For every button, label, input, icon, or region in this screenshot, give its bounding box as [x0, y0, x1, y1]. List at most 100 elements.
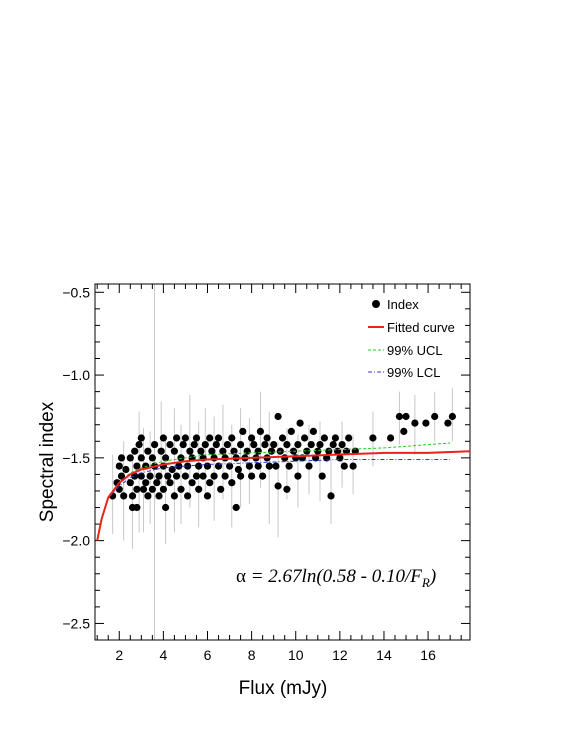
data-point — [281, 454, 289, 462]
data-point — [195, 462, 203, 470]
data-point — [137, 434, 145, 442]
data-point — [254, 462, 262, 470]
y-tick-label: −1.0 — [62, 367, 90, 383]
data-point — [120, 492, 128, 500]
data-point — [318, 472, 326, 480]
x-tick-label: 16 — [420, 647, 436, 663]
data-point — [226, 462, 234, 470]
data-point — [201, 441, 209, 449]
data-point — [261, 441, 269, 449]
data-point — [296, 419, 304, 427]
data-point — [303, 447, 311, 455]
data-point — [214, 434, 223, 442]
data-point — [448, 412, 456, 421]
data-point — [265, 462, 273, 470]
data-point — [208, 447, 216, 455]
data-point — [144, 492, 152, 500]
data-point — [184, 462, 192, 470]
data-point — [181, 434, 189, 442]
data-point — [195, 485, 203, 493]
data-point — [327, 492, 335, 500]
data-point — [126, 454, 134, 462]
data-point — [210, 454, 218, 462]
data-point — [139, 485, 148, 493]
data-point — [117, 454, 126, 462]
data-point — [228, 434, 236, 442]
data-point — [278, 434, 287, 442]
data-point — [221, 472, 229, 480]
data-point — [320, 434, 328, 442]
data-point — [126, 479, 134, 487]
data-point — [217, 485, 225, 493]
data-point — [270, 441, 278, 449]
data-point — [197, 447, 205, 455]
data-point — [170, 492, 178, 500]
data-point — [203, 462, 212, 470]
data-point — [309, 427, 317, 435]
data-point — [369, 434, 377, 442]
data-point — [274, 482, 282, 490]
legend-label-index: Index — [387, 297, 419, 312]
data-point — [245, 462, 253, 470]
data-point — [170, 447, 178, 455]
data-point — [190, 441, 198, 449]
data-point — [219, 447, 227, 455]
ucl-line — [110, 442, 451, 495]
data-point — [153, 479, 161, 487]
data-point — [175, 462, 183, 470]
x-tick-label: 6 — [204, 647, 212, 663]
data-point — [237, 472, 245, 480]
x-tick-label: 12 — [332, 647, 348, 663]
data-point — [263, 434, 271, 442]
data-point — [133, 485, 141, 493]
data-point — [248, 434, 256, 442]
data-point — [137, 472, 145, 480]
data-point — [133, 462, 141, 470]
data-point — [331, 434, 339, 442]
data-point — [274, 412, 282, 421]
data-point — [338, 441, 346, 449]
data-point — [203, 492, 212, 500]
data-point — [210, 472, 218, 480]
data-point — [131, 447, 139, 455]
data-point — [212, 441, 220, 449]
data-point — [148, 485, 156, 493]
data-point — [159, 434, 167, 442]
data-point — [223, 441, 231, 449]
data-point — [177, 485, 185, 493]
data-point — [146, 472, 154, 480]
data-point — [173, 472, 181, 480]
data-point — [402, 412, 410, 421]
data-point — [117, 472, 126, 480]
data-point — [287, 427, 295, 435]
data-point — [250, 441, 258, 449]
data-point — [272, 462, 280, 470]
x-tick-label: 14 — [376, 647, 392, 663]
data-point — [162, 503, 170, 512]
data-point — [294, 472, 302, 480]
data-point — [329, 441, 337, 449]
data-point — [184, 492, 192, 500]
data-point — [179, 441, 187, 449]
data-point — [307, 441, 315, 449]
data-point — [177, 454, 185, 462]
data-point — [234, 465, 242, 474]
data-point — [259, 472, 267, 480]
legend: Index Fitted curve 99% UCL 99% LCL — [368, 297, 455, 380]
x-axis-title: Flux (mJy) — [239, 678, 328, 699]
data-point — [166, 479, 174, 487]
y-axis-title: Spectral index — [37, 401, 58, 522]
data-point — [115, 462, 123, 470]
data-point — [316, 441, 324, 449]
data-point — [162, 454, 170, 462]
x-tick-label: 8 — [248, 647, 256, 663]
legend-label-lcl: 99% LCL — [387, 365, 440, 380]
data-point — [301, 434, 309, 442]
plot-frame — [94, 283, 471, 641]
data-point — [248, 472, 256, 480]
data-point — [285, 462, 293, 470]
data-point — [192, 434, 201, 442]
data-point — [135, 441, 143, 449]
data-point — [157, 447, 165, 455]
data-point — [422, 419, 430, 427]
